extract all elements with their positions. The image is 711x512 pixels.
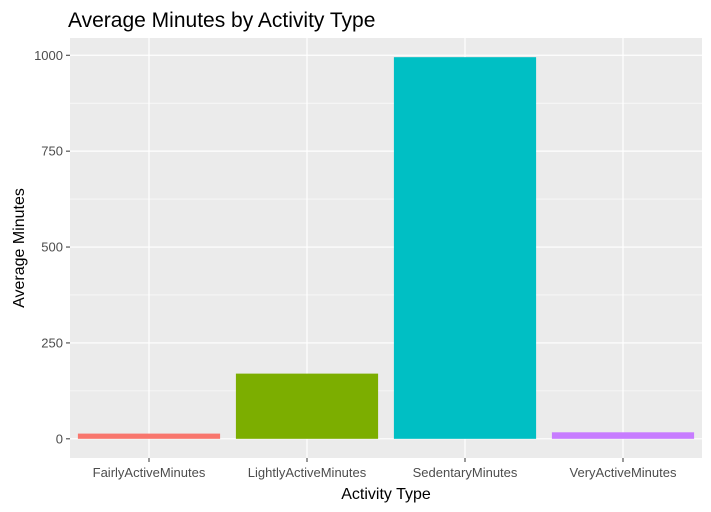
x-tick-label: FairlyActiveMinutes: [93, 465, 206, 480]
x-tick-label: SedentaryMinutes: [413, 465, 518, 480]
y-tick-label: 500: [41, 240, 63, 255]
y-tick-label: 750: [41, 144, 63, 159]
bar-SedentaryMinutes: [393, 57, 537, 439]
bar-LightlyActiveMinutes: [235, 373, 379, 439]
x-axis-title: Activity Type: [341, 486, 431, 503]
y-tick-label: 0: [56, 431, 63, 446]
x-tick-label: LightlyActiveMinutes: [248, 465, 367, 480]
y-axis-title: Average Minutes: [11, 188, 28, 308]
bar-FairlyActiveMinutes: [77, 433, 221, 439]
chart-title: Average Minutes by Activity Type: [68, 9, 375, 32]
y-tick-label: 250: [41, 335, 63, 350]
y-tick-label: 1000: [34, 48, 63, 63]
bar-VeryActiveMinutes: [551, 432, 695, 439]
x-axis-ticks: FairlyActiveMinutes LightlyActiveMinutes S…: [93, 458, 677, 480]
plot-panel: [70, 38, 702, 458]
minor-gridlines: [70, 102, 702, 392]
bars: [77, 57, 695, 439]
y-axis-ticks: 0 250 500 750 1000: [34, 48, 70, 446]
x-tick-label: VeryActiveMinutes: [570, 465, 677, 480]
